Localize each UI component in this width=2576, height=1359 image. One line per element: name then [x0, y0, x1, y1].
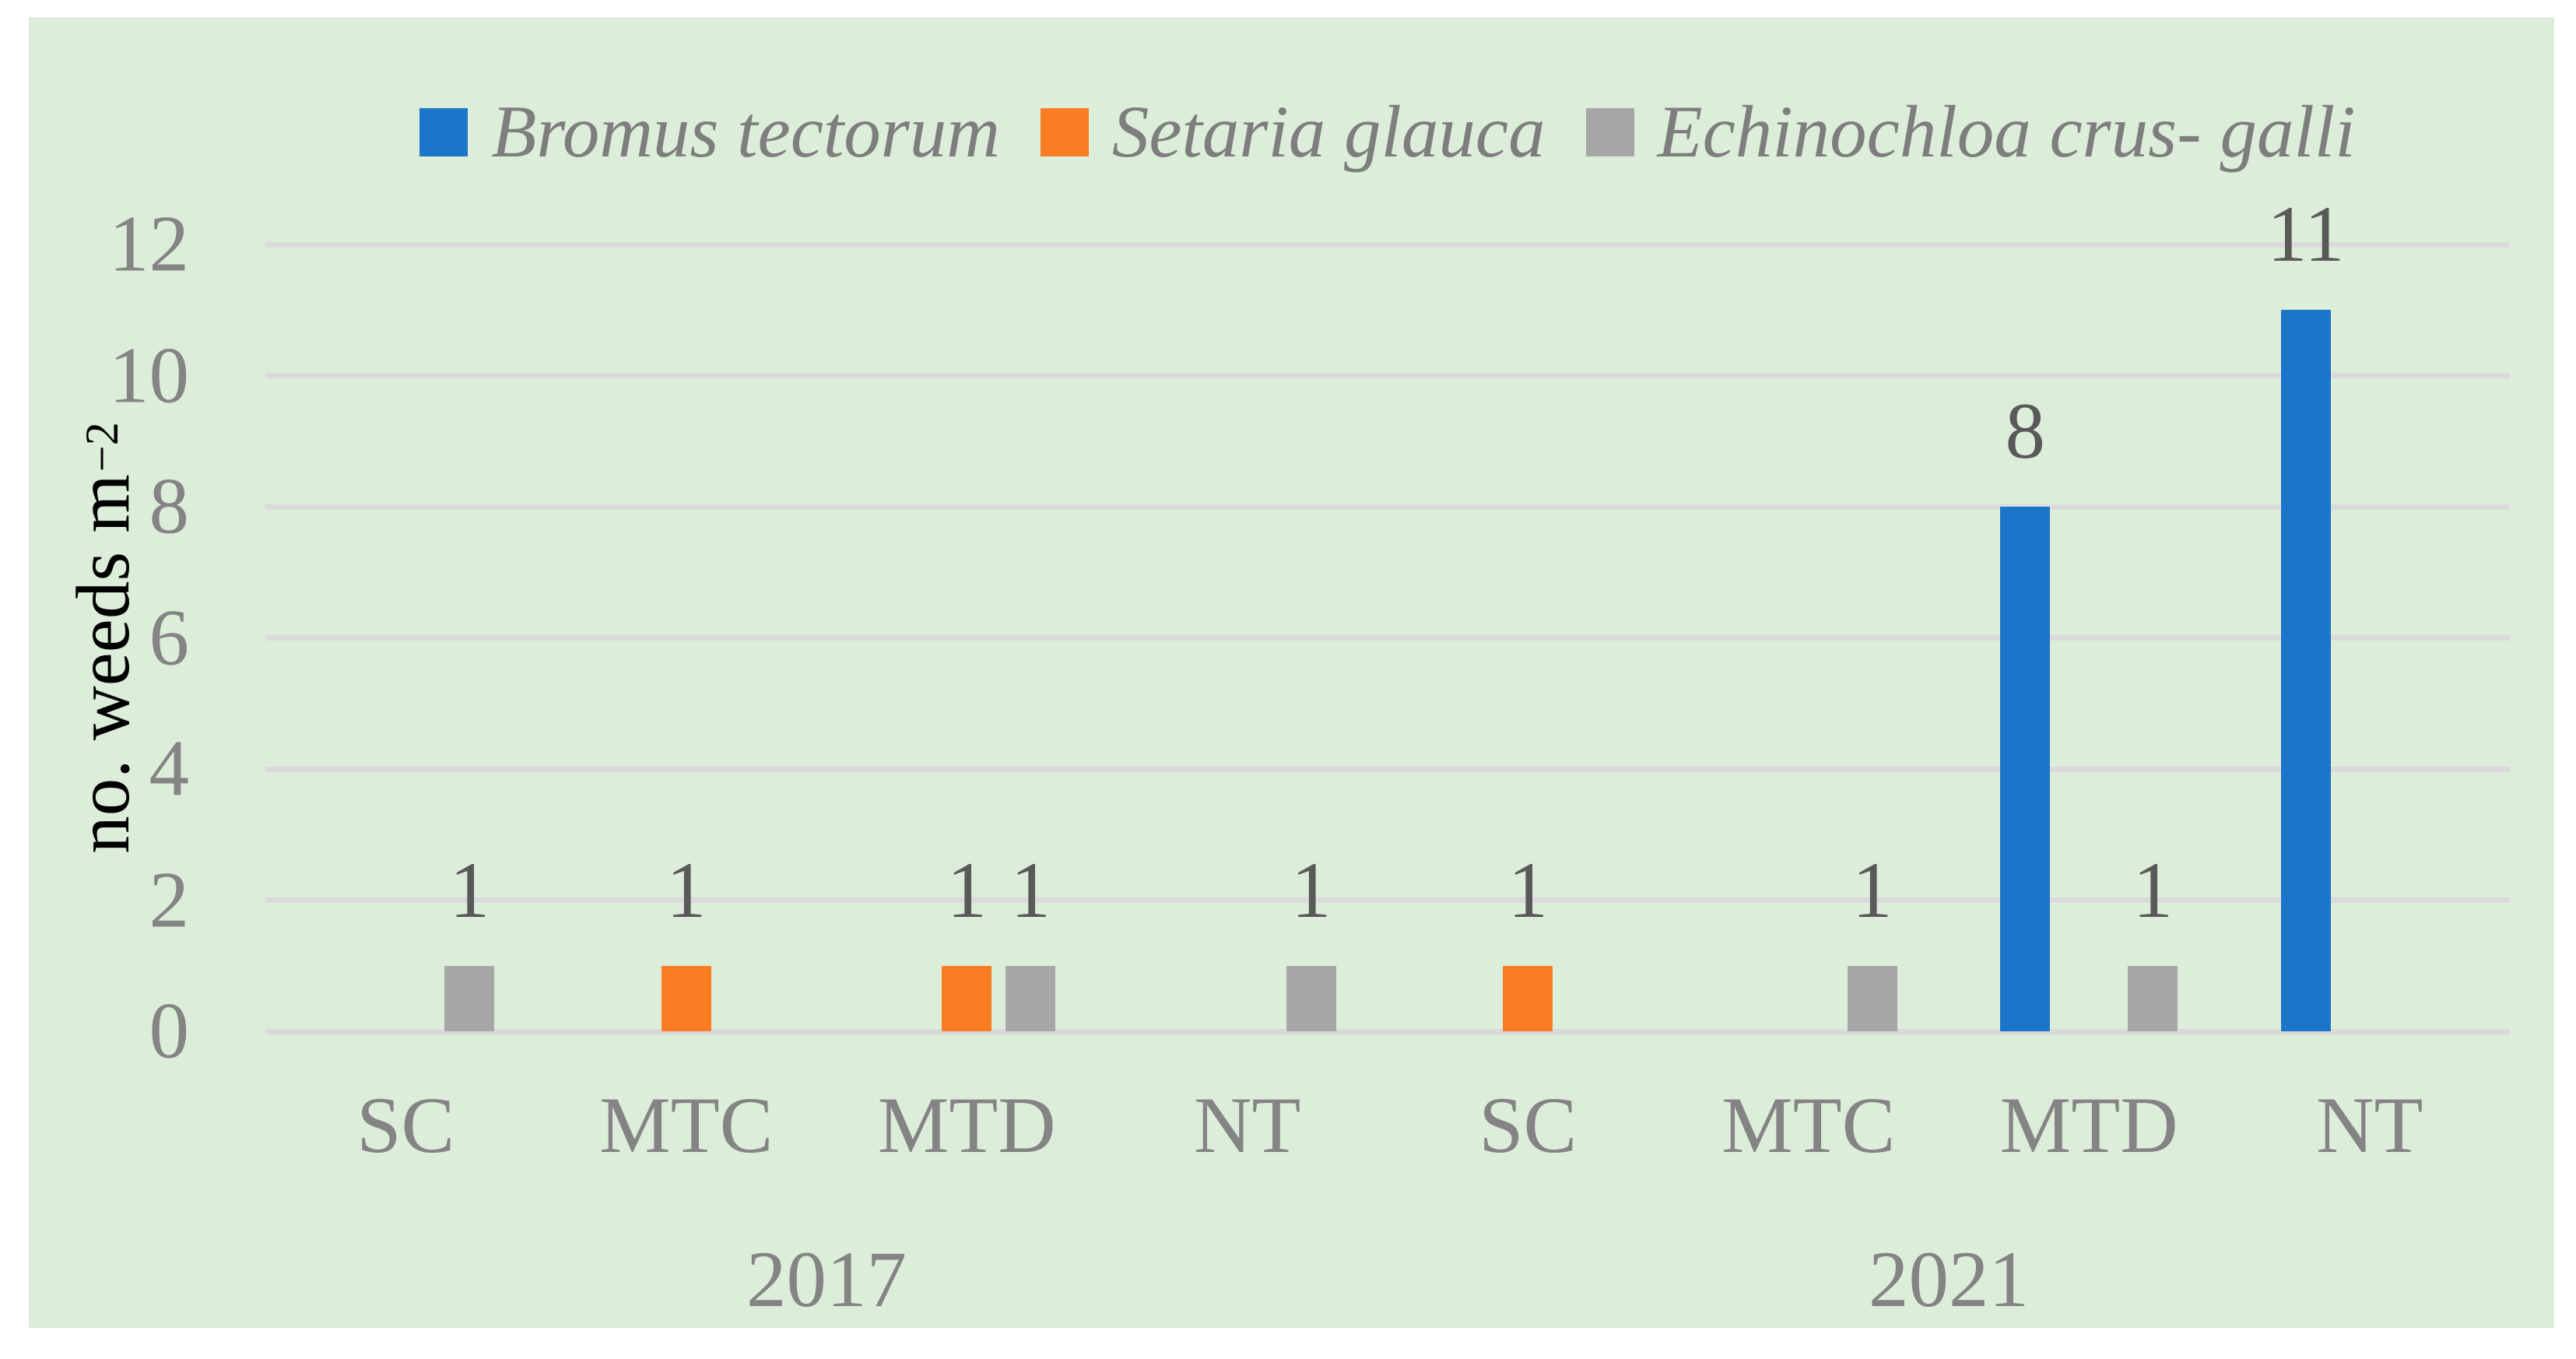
bar-slot	[1223, 244, 1272, 1031]
bar-slot: 1	[1847, 244, 1897, 1031]
bar	[1005, 965, 1056, 1031]
bar-slot: 1	[1286, 244, 1336, 1031]
bar-slot	[1720, 244, 1770, 1031]
bar	[942, 965, 992, 1031]
y-tick-label: 10	[109, 331, 189, 420]
y-tick-label: 6	[149, 593, 190, 682]
x-axis-category-labels: SC MTC MTD NT SC MTC MTD NT	[265, 1081, 2510, 1170]
legend-label: Echinochloa crus- galli	[1657, 90, 2356, 173]
bar-slot: 1	[2128, 244, 2178, 1031]
y-tick-label: 4	[149, 724, 190, 813]
bar-group: 1	[1107, 244, 1388, 1031]
legend-item: Echinochloa crus- galli	[1585, 90, 2356, 173]
bar-slot: 1	[1503, 244, 1553, 1031]
x-tick-label: NT	[2316, 1081, 2423, 1170]
bar-slot	[317, 244, 367, 1031]
x-tick-label: MTC	[1721, 1081, 1896, 1170]
bar-value-label: 1	[1291, 845, 1332, 935]
bar-value-label: 1	[946, 845, 988, 935]
x-tick-label: SC	[1479, 1081, 1578, 1170]
bar	[1847, 965, 1897, 1031]
legend-label: Setaria glauca	[1111, 90, 1546, 173]
gridline	[265, 635, 2510, 641]
gridline	[265, 897, 2510, 904]
bar-value-label: 1	[2132, 845, 2174, 935]
bar-group: 1	[1388, 244, 1669, 1031]
y-tick-label: 12	[109, 199, 189, 289]
bar-slot	[2409, 244, 2458, 1031]
bar-value-label: 1	[1852, 845, 1893, 935]
y-tick-label: 0	[149, 986, 190, 1076]
year-label: 2017	[746, 1235, 907, 1324]
year-label: 2021	[1869, 1235, 2029, 1324]
gridline	[265, 766, 2510, 772]
bar-slot	[1567, 244, 1616, 1031]
bar-slot: 1	[444, 244, 495, 1031]
x-tick-label: SC	[356, 1081, 455, 1170]
legend-swatch-icon	[1585, 107, 1634, 156]
bar-group: 1	[546, 244, 827, 1031]
gridline	[265, 373, 2510, 378]
bar-slot: 1	[942, 244, 992, 1031]
y-axis-tick-labels: 0 2 4 6 8 10 12	[29, 204, 190, 1071]
legend-item: Bromus tectorum	[419, 95, 1000, 169]
bar	[2128, 965, 2178, 1031]
gridline	[265, 241, 2510, 248]
x-tick-label: MTC	[599, 1081, 774, 1170]
bar-slot	[725, 244, 775, 1031]
x-tick-label: MTD	[1999, 1081, 2178, 1170]
legend-item: Setaria glauca	[1040, 90, 1546, 173]
bar	[2000, 507, 2051, 1031]
bar-slot	[2345, 244, 2395, 1031]
x-tick-label: MTD	[877, 1081, 1056, 1170]
legend-swatch-icon	[419, 107, 469, 156]
bar-slot	[2064, 244, 2114, 1031]
legend-label: Bromus tectorum	[491, 90, 1000, 173]
bar-group: 1	[265, 244, 546, 1031]
bar-value-label: 1	[449, 845, 490, 935]
y-tick-label: 8	[149, 462, 190, 551]
bar	[444, 965, 495, 1031]
bar-slot: 1	[661, 244, 711, 1031]
x-axis-year-labels: 2017 2021	[265, 1235, 2510, 1324]
bar-slot	[1784, 244, 1834, 1031]
bar-slot: 8	[2000, 244, 2051, 1031]
bar-value-label: 1	[666, 845, 707, 935]
bar-slot	[381, 244, 430, 1031]
bar	[1503, 965, 1553, 1031]
bar-group: 1	[1669, 244, 1950, 1031]
bar	[661, 965, 711, 1031]
bar-value-label: 11	[2267, 190, 2345, 279]
bar-slot	[878, 244, 928, 1031]
gridline	[265, 1028, 2510, 1034]
y-tick-label: 2	[149, 855, 190, 944]
gridline	[265, 504, 2510, 510]
bar-group: 11	[2230, 195, 2511, 1031]
bar-value-label: 8	[2005, 387, 2046, 476]
bar-slot	[1159, 244, 1209, 1031]
legend-swatch-icon	[1040, 107, 1089, 156]
bar-slot: 11	[2267, 195, 2344, 1031]
chart-legend: Bromus tectorum Setaria glauca Echinochloa…	[265, 95, 2510, 169]
bar-value-label: 1	[1507, 845, 1549, 935]
bar-groups: 1 1 1 1 1 1 1 8 1 11	[265, 195, 2511, 1031]
bar-slot	[598, 244, 648, 1031]
bar-slot: 1	[1005, 244, 1056, 1031]
bar	[1286, 965, 1336, 1031]
bar	[2280, 310, 2331, 1031]
bar-value-label: 1	[1010, 845, 1051, 935]
x-tick-label: NT	[1194, 1081, 1301, 1170]
bar-slot	[1439, 244, 1489, 1031]
plot-area: 1 1 1 1 1 1 1 8 1 11	[265, 195, 2511, 1034]
chart-panel: Bromus tectorum Setaria glauca Echinochloa…	[29, 17, 2554, 1328]
